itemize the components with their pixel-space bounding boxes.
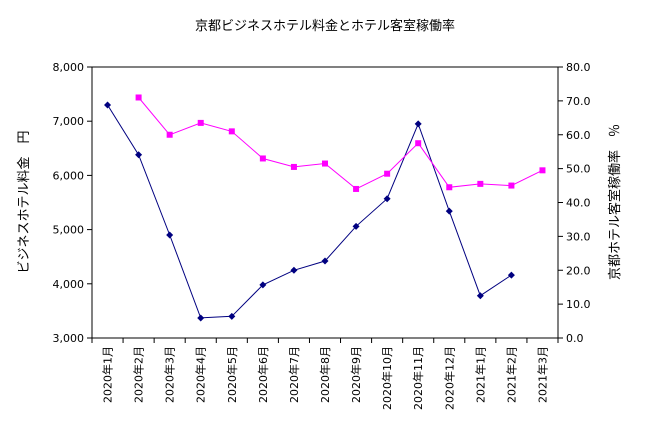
series-2-line (138, 97, 543, 190)
left-axis-title: ビジネスホテル料金 円 (16, 130, 32, 273)
series-1-line (107, 104, 512, 319)
x-axis: 2020年1月 2020年2月 2020年3月 2020年4月 2020年5月 2020年… (91, 338, 559, 410)
right-tick-label: 40.0 (566, 197, 591, 210)
series-2-point (228, 128, 235, 135)
x-tick-label: 2021年1月 (473, 346, 487, 403)
series-2-point (290, 163, 297, 170)
x-tick-label: 2020年2月 (132, 346, 146, 403)
plot-area (91, 66, 559, 339)
left-tick-label: 4,000 (53, 278, 85, 291)
series-1-point (352, 222, 360, 230)
series-1-point (414, 120, 422, 128)
right-axis: 0.0 10.0 20.0 30.0 40.0 50.0 60.0 70.0 80.0 (558, 61, 591, 345)
x-tick-label: 2020年10月 (380, 346, 394, 410)
right-tick-label: 20.0 (566, 264, 591, 277)
series-2-point (384, 170, 391, 177)
x-tick-label: 2021年3月 (535, 346, 549, 403)
x-tick-label: 2020年9月 (349, 346, 363, 403)
series-layer (104, 94, 546, 322)
right-tick-label: 30.0 (566, 230, 591, 243)
series-2-point (415, 140, 422, 147)
series-1-point (445, 207, 453, 215)
right-tick-label: 0.0 (566, 332, 584, 345)
x-tick-label: 2020年4月 (194, 346, 208, 403)
chart-title: 京都ビジネスホテル料金とホテル客室稼働率 (195, 18, 455, 34)
right-tick-label: 10.0 (566, 298, 591, 311)
series-1-point (104, 101, 112, 109)
series-1-point (135, 151, 143, 159)
right-tick-label: 50.0 (566, 163, 591, 176)
series-2-point (259, 155, 266, 162)
series-2-point (508, 182, 515, 189)
series-1-point (228, 312, 236, 320)
series-1-point (476, 292, 484, 300)
series-1-point (197, 314, 205, 322)
series-1-point (383, 195, 391, 203)
series-2-point (166, 131, 173, 138)
series-2-point (446, 184, 453, 191)
series-1-point (507, 271, 515, 279)
right-tick-label: 60.0 (566, 129, 591, 142)
x-tick-label: 2020年12月 (442, 346, 456, 410)
x-tick-label: 2020年11月 (411, 346, 425, 410)
x-tick-label: 2020年5月 (225, 346, 239, 403)
x-tick-label: 2021年2月 (504, 346, 518, 403)
series-2-point (477, 180, 484, 187)
series-2-point (353, 185, 360, 192)
x-tick-label: 2020年1月 (101, 346, 115, 403)
series-1-point (290, 266, 298, 274)
right-axis-title: 京都ホテル客室稼働率 ％ (607, 124, 623, 280)
right-tick-label: 70.0 (566, 95, 591, 108)
series-1-point (166, 231, 174, 239)
left-tick-label: 8,000 (53, 61, 85, 74)
series-2-point (322, 160, 328, 167)
x-tick-label: 2020年8月 (318, 346, 332, 403)
left-tick-label: 3,000 (53, 332, 85, 345)
x-tick-label: 2020年6月 (256, 346, 270, 403)
series-1-point (259, 281, 267, 289)
right-tick-label: 80.0 (566, 61, 591, 74)
left-tick-label: 5,000 (53, 224, 85, 237)
left-axis: 3,000 4,000 5,000 6,000 7,000 8,000 (53, 61, 92, 345)
x-tick-label: 2020年3月 (163, 346, 177, 403)
series-1-point (321, 257, 329, 265)
series-2-point (135, 94, 142, 101)
series-2-point (539, 167, 546, 174)
left-tick-label: 7,000 (53, 115, 85, 128)
x-tick-label: 2020年7月 (287, 346, 301, 403)
left-tick-label: 6,000 (53, 169, 85, 182)
series-2-point (197, 119, 204, 126)
